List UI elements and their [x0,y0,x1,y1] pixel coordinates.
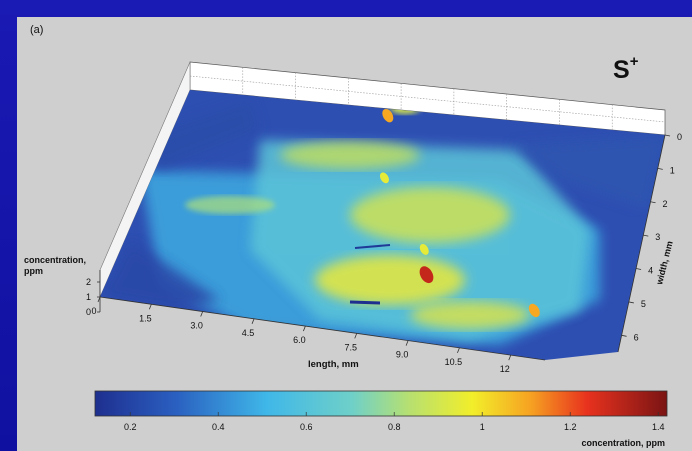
y-tick-label: 3 [655,232,660,242]
y-axis-label: width, mm [654,240,675,287]
colorbar-tick-label: 1.4 [652,422,665,432]
y-tick-mark [628,301,634,304]
colorbar-tick-label: 0.6 [300,422,313,432]
concentration-surface [100,90,665,360]
z-axis-label-line1: concentration, [24,255,86,265]
y-tick-label: 1 [670,165,675,175]
y-tick-mark [650,201,656,204]
x-tick-label: 12 [500,364,510,374]
y-tick-label: 5 [641,299,646,309]
hotspot-mark [419,243,429,255]
hotspot-mark [382,108,394,123]
x-tick-mark [303,325,306,332]
x-tick-label: 7.5 [344,342,357,352]
x-tick-mark [405,340,409,346]
x-tick-mark [200,311,204,317]
x-axis-label: length, mm [308,359,359,370]
x-tick-label: 9.0 [396,350,409,360]
x-tick-mark [508,355,512,361]
colorbar: 0.2 0.4 0.6 0.8 1 1.2 1.4 concentration, ppm [94,390,668,448]
x-tick-label: 4.5 [242,328,255,338]
colorbar-tick-label: 0.2 [124,422,137,432]
y-tick-mark [635,268,642,270]
colorbar-tick-label: 0.4 [212,422,225,432]
hotspot-mark [419,266,434,284]
x-tick-mark [251,318,255,324]
y-tick-mark [643,234,649,237]
x-tick-mark [457,347,460,354]
x-tick-label: 1.5 [139,313,152,323]
species-label: S+ [613,53,639,84]
y-tick-label: 4 [648,266,653,276]
y-tick-mark [657,167,663,170]
x-tick-label: 3.0 [190,321,203,331]
y-tick-mark [621,334,627,337]
colorbar-tick-label: 0.8 [388,422,401,432]
z-axis-label-line2: ppm [24,266,43,276]
y-tick-mark [664,134,671,137]
x-tick-label: 6.0 [293,335,306,345]
hotspot-mark [528,303,540,318]
y-tick-label: 6 [634,332,639,342]
x-tick-mark [354,333,358,339]
x-tick-label: 10.5 [445,357,463,367]
y-tick-label: 0 [677,132,682,142]
colorbar-tick-label: 1.2 [564,422,577,432]
x-tick-mark [148,304,152,310]
z-tick-label: 0 [86,307,91,317]
panel-label: (a) [30,24,43,36]
z-tick-label: 1 [86,292,91,302]
z-tick-label: 2 [86,277,91,287]
y-tick-label: 2 [663,199,668,209]
hotspot-mark [379,172,389,184]
colorbar-gradient [94,390,668,417]
colorbar-tick-label: 1 [480,422,485,432]
colorbar-label: concentration, ppm [581,438,665,448]
x-tick-label: 0 [91,306,96,316]
x-tick-mark [97,296,101,303]
